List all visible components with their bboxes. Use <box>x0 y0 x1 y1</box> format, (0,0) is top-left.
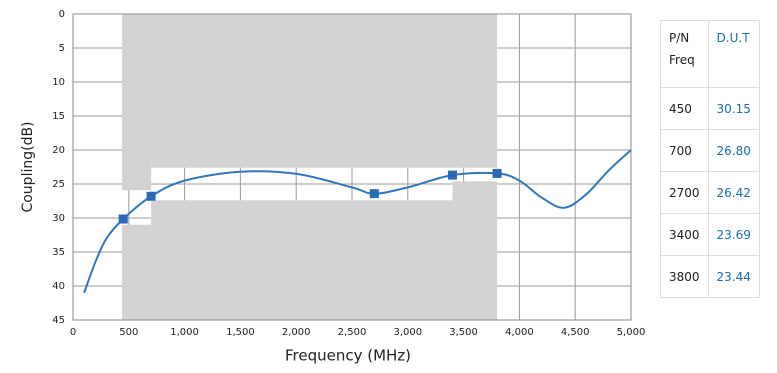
table-cell: 26.42 <box>707 171 760 214</box>
y-tick-label: 0 <box>59 9 65 20</box>
marker <box>447 170 457 180</box>
x-tick-label: 4,000 <box>505 327 534 338</box>
x-tick-label: 500 <box>119 327 138 338</box>
x-tick-label: 4,500 <box>561 327 590 338</box>
header-cell: D.U.T <box>707 20 760 88</box>
marker <box>118 214 128 224</box>
plot-border <box>72 13 632 321</box>
table-cell: 26.80 <box>707 129 760 172</box>
table-cell: 23.69 <box>707 213 760 256</box>
table-cell: 450 <box>660 87 709 130</box>
x-tick-label: 1,000 <box>170 327 199 338</box>
limit-mask <box>151 14 498 168</box>
marker <box>146 191 156 201</box>
table-row: 700 26.80 <box>660 129 760 172</box>
x-tick-label: 1,500 <box>226 327 255 338</box>
table-row: 3800 23.44 <box>660 255 760 298</box>
y-tick-label: 5 <box>59 43 65 54</box>
limit-mask <box>452 181 498 320</box>
x-axis-title: Frequency (MHz) <box>285 347 411 365</box>
header-text: Freq <box>669 53 695 67</box>
table-row: 3400 23.69 <box>660 213 760 256</box>
y-tick-label: 40 <box>52 281 65 292</box>
y-axis-title: Coupling(dB) <box>20 121 36 212</box>
y-tick-label: 15 <box>52 111 65 122</box>
x-tick-label: 0 <box>70 327 76 338</box>
header-text: P/N <box>669 31 690 45</box>
y-tick-label: 25 <box>52 179 65 190</box>
data-table: P/N Freq D.U.T 450 30.15 700 26.80 2700 26.42 3… <box>660 20 760 298</box>
x-tick-label: 2,500 <box>338 327 367 338</box>
table-cell: 3800 <box>660 255 709 298</box>
y-tick-label: 30 <box>52 213 65 224</box>
table-cell: 2700 <box>660 171 709 214</box>
y-tick-label: 35 <box>52 247 65 258</box>
limit-mask <box>122 224 152 320</box>
x-tick-label: 5,000 <box>617 327 646 338</box>
table-header: P/N Freq D.U.T <box>660 20 760 88</box>
x-tick-label: 2,000 <box>282 327 311 338</box>
x-tick-label: 3,500 <box>449 327 478 338</box>
marker <box>492 168 502 178</box>
header-text: D.U.T <box>716 31 750 45</box>
x-tick-label: 3,000 <box>393 327 422 338</box>
table-cell: 3400 <box>660 213 709 256</box>
table-cell: 23.44 <box>707 255 760 298</box>
limit-mask <box>122 14 152 191</box>
table-row: 450 30.15 <box>660 87 760 130</box>
table-row: 2700 26.42 <box>660 171 760 214</box>
table-cell: 700 <box>660 129 709 172</box>
table-cell: 30.15 <box>707 87 760 130</box>
y-tick-label: 10 <box>52 77 65 88</box>
chart: Frequency (MHz) Coupling(dB) 0 5 10 15 20 25 3… <box>20 9 646 365</box>
limit-mask <box>151 200 453 320</box>
header-cell: P/N Freq <box>660 20 709 88</box>
y-tick-label: 20 <box>52 145 65 156</box>
marker <box>369 189 379 199</box>
y-tick-label: 45 <box>52 315 65 326</box>
